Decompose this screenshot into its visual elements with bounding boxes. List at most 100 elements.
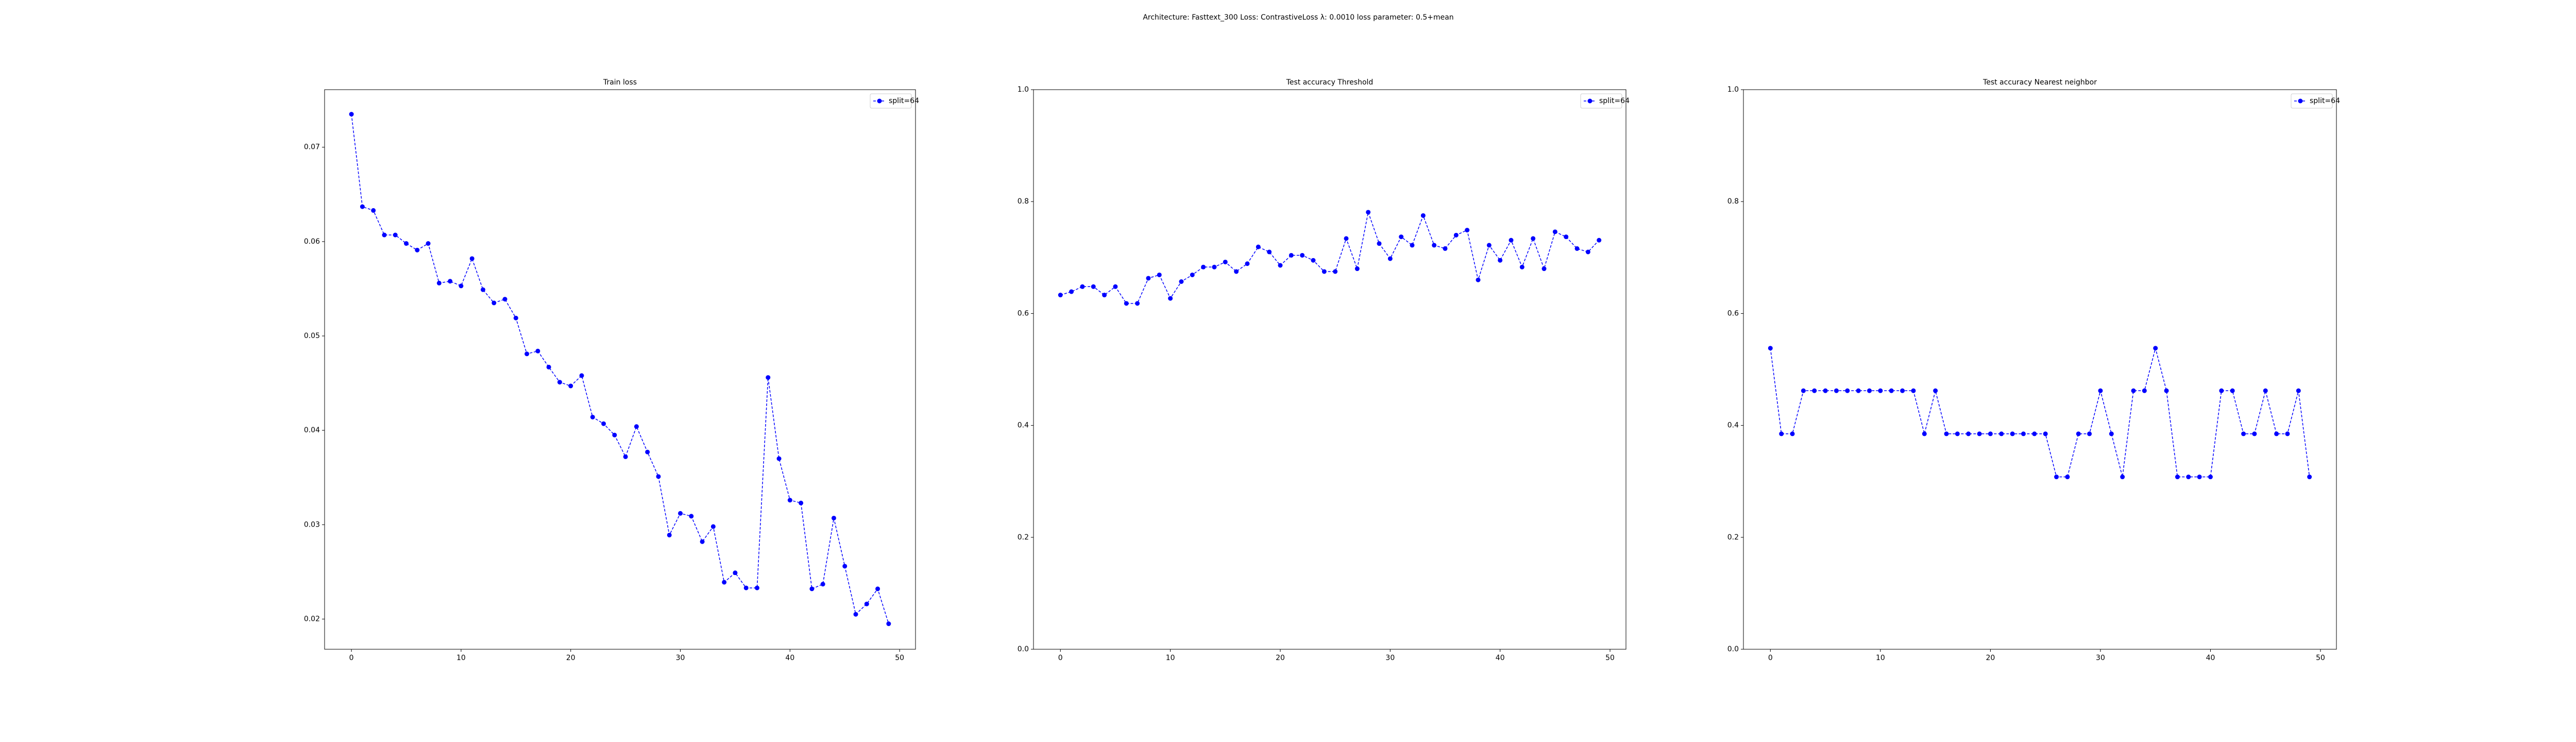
y-tick-label: 1.0 — [1018, 86, 1029, 94]
point — [656, 474, 661, 479]
point — [1966, 431, 1971, 436]
point — [426, 241, 431, 246]
point — [2087, 431, 2092, 436]
point — [2131, 388, 2136, 393]
point — [689, 514, 694, 519]
point — [2252, 431, 2257, 436]
point — [1900, 388, 1905, 393]
y-tick-label: 0.2 — [1727, 533, 1739, 542]
point — [1823, 388, 1828, 393]
point — [513, 315, 518, 321]
point — [2230, 388, 2235, 393]
point — [1289, 252, 1294, 258]
point — [1124, 301, 1129, 306]
point — [1267, 249, 1272, 255]
point — [710, 524, 716, 529]
point — [1354, 266, 1360, 272]
legend-box — [1580, 93, 1622, 109]
point — [1597, 238, 1602, 243]
axes-frame — [1033, 89, 1626, 650]
point — [2263, 388, 2268, 393]
point — [776, 456, 782, 461]
x-tick-label: 40 — [1496, 654, 1505, 662]
y-tick-label: 0.0 — [1018, 645, 1029, 653]
point — [2065, 475, 2070, 480]
point — [1234, 269, 1239, 274]
point — [2208, 475, 2213, 480]
point — [700, 539, 705, 544]
point — [535, 348, 540, 353]
legend-box — [2291, 93, 2333, 109]
point — [678, 511, 683, 516]
legend-marker — [1587, 98, 1592, 104]
point — [1564, 234, 1569, 240]
x-tick-label: 0 — [1058, 654, 1063, 662]
axes-title: Train loss — [603, 78, 637, 87]
x-tick-label: 20 — [1986, 654, 1995, 662]
y-tick-label: 0.06 — [304, 238, 320, 246]
point — [1366, 210, 1371, 215]
y-tick-label: 0.4 — [1727, 421, 1739, 430]
y-tick-label: 0.0 — [1727, 645, 1739, 653]
y-tick-label: 0.04 — [304, 426, 320, 434]
point — [743, 585, 749, 591]
point — [404, 241, 409, 246]
point — [1878, 388, 1883, 393]
point — [1157, 272, 1162, 277]
axes-title: Test accuracy Threshold — [1286, 78, 1374, 87]
y-tick-label: 0.02 — [304, 615, 320, 623]
point — [459, 283, 464, 289]
point — [1190, 272, 1195, 277]
point — [1834, 388, 1839, 393]
point — [2296, 388, 2301, 393]
point — [1999, 431, 2004, 436]
point — [349, 112, 354, 117]
point — [1321, 269, 1327, 274]
point — [1091, 284, 1096, 289]
point — [2285, 431, 2290, 436]
series-line — [1060, 210, 1600, 304]
point — [1443, 246, 1448, 251]
point — [436, 280, 442, 285]
point — [1977, 431, 1982, 436]
point — [590, 414, 595, 419]
y-tick-label: 0.07 — [304, 143, 320, 151]
x-tick-label: 20 — [566, 654, 575, 662]
point — [1256, 244, 1261, 249]
point — [787, 498, 792, 503]
point — [1768, 346, 1773, 351]
point — [1585, 249, 1590, 255]
point — [1531, 236, 1536, 241]
point — [645, 449, 650, 454]
x-tick-label: 20 — [1276, 654, 1285, 662]
point — [1135, 301, 1140, 306]
point — [2120, 475, 2125, 480]
point — [1420, 213, 1426, 218]
point — [2021, 431, 2026, 436]
point — [524, 351, 530, 357]
x-tick-label: 30 — [676, 654, 685, 662]
point — [1509, 238, 1514, 243]
point — [1867, 388, 1872, 393]
point — [2175, 475, 2180, 480]
y-tick-label: 0.8 — [1018, 197, 1029, 206]
point — [1311, 258, 1316, 263]
point — [1377, 241, 1382, 246]
point — [1223, 259, 1228, 264]
x-tick-label: 0 — [349, 654, 354, 662]
point — [1069, 289, 1074, 294]
point — [1552, 229, 1557, 234]
x-tick-label: 40 — [785, 654, 794, 662]
point — [853, 612, 858, 617]
point — [1113, 284, 1118, 289]
point — [1465, 228, 1470, 233]
point — [612, 432, 617, 437]
point — [2164, 388, 2169, 393]
point — [2186, 475, 2191, 480]
point — [1988, 431, 1993, 436]
axes-title: Test accuracy Nearest neighbor — [1982, 78, 2097, 87]
point — [2032, 431, 2037, 436]
legend-label: split=64 — [1599, 97, 1630, 105]
point — [1574, 246, 1580, 251]
